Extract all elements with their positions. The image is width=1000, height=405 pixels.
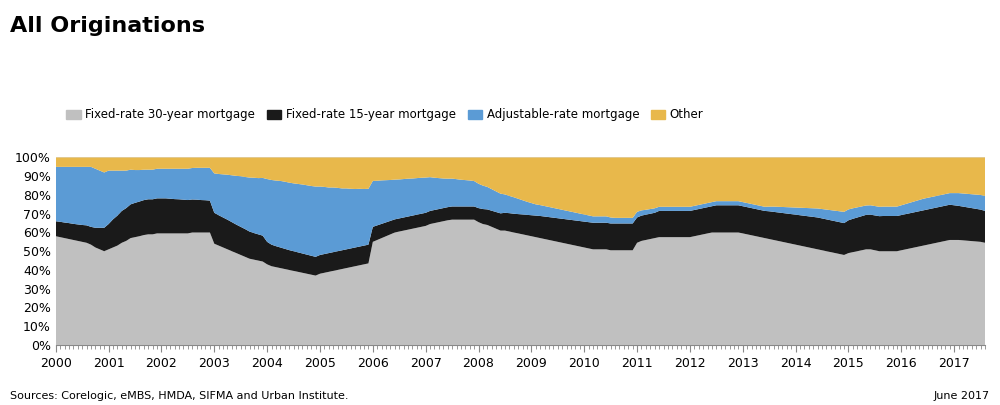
Text: All Originations: All Originations	[10, 16, 205, 36]
Text: Sources: Corelogic, eMBS, HMDA, SIFMA and Urban Institute.: Sources: Corelogic, eMBS, HMDA, SIFMA an…	[10, 391, 349, 401]
Legend: Fixed-rate 30-year mortgage, Fixed-rate 15-year mortgage, Adjustable-rate mortga: Fixed-rate 30-year mortgage, Fixed-rate …	[62, 103, 708, 126]
Text: June 2017: June 2017	[934, 391, 990, 401]
